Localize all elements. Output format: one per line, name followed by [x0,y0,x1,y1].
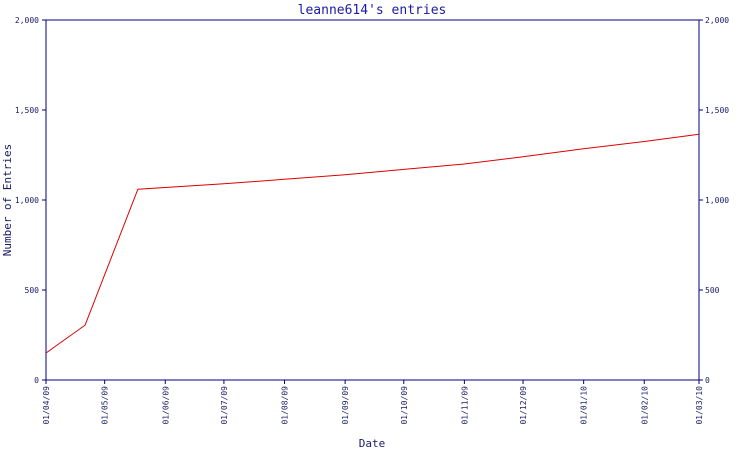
y-tick-label-right: 500 [705,286,720,295]
series-layer [45,133,700,354]
y-axis-label: Number of Entries [1,144,14,257]
x-tick-label: 01/10/09 [400,386,409,425]
right-axis: 0 500 1,000 1,500 2,000 [699,16,729,385]
x-tick-label: 01/02/10 [640,386,649,425]
x-tick-label: 01/07/09 [220,386,229,425]
x-tick-label: 01/01/10 [580,386,589,425]
y-tick-label-left: 0 [34,376,39,385]
x-tick-label: 01/04/09 [42,386,51,425]
chart-title: leanne614's entries [298,3,447,18]
x-tick-label: 01/06/09 [161,386,170,425]
left-axis: 0 500 1,000 1,500 2,000 [15,16,46,385]
x-tick-label: 01/09/09 [341,386,350,425]
x-tick-label: 01/11/09 [460,386,469,425]
y-tick-label-right: 0 [705,376,710,385]
y-tick-label-left: 500 [25,286,40,295]
y-tick-label-left: 1,000 [15,196,39,205]
series-line [45,133,700,354]
y-tick-label-left: 2,000 [15,16,39,25]
x-axis-label: Date [359,437,386,450]
y-tick-label-right: 2,000 [705,16,729,25]
x-tick-label: 01/08/09 [281,386,290,425]
y-tick-label-right: 1,000 [705,196,729,205]
x-tick-label: 01/12/09 [519,386,528,425]
x-tick-label: 01/05/09 [101,386,110,425]
y-tick-label-right: 1,500 [705,106,729,115]
x-axis: 01/04/09 01/05/09 01/06/09 01/07/09 01/08/09… [42,380,704,425]
y-tick-label-left: 1,500 [15,106,39,115]
plot-frame [45,19,700,381]
x-tick-label: 01/03/10 [695,386,704,425]
